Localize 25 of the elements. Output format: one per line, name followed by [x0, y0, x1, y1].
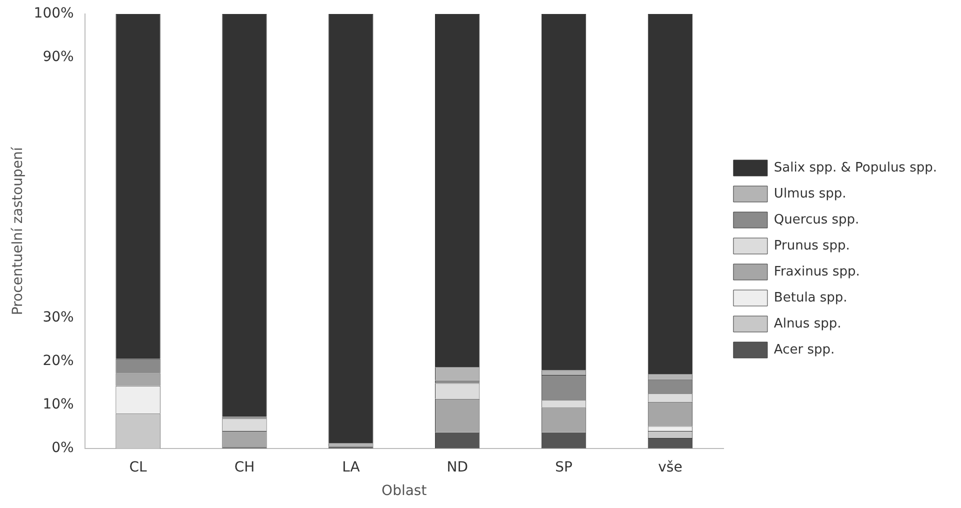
- legend-label: Alnus spp.: [774, 316, 842, 332]
- x-tick-label: SP: [555, 459, 572, 476]
- legend-label: Prunus spp.: [774, 238, 850, 254]
- bar: [116, 14, 160, 359]
- y-tick-label: 0%: [52, 440, 74, 456]
- y-axis-title: Procentuelní zastoupení: [10, 146, 26, 316]
- legend-label: Ulmus spp.: [774, 186, 846, 202]
- x-tick-label: CL: [129, 459, 148, 476]
- y-tick-label: 90%: [42, 49, 74, 66]
- y-tick-label: 10%: [42, 396, 74, 413]
- legend-label: Salix spp. & Populus spp.: [774, 160, 938, 176]
- legend-label: Betula spp.: [774, 290, 848, 306]
- legend-label: Quercus spp.: [774, 212, 860, 228]
- y-tick-label: 30%: [42, 310, 74, 326]
- legend-label: Fraxinus spp.: [774, 264, 860, 280]
- bar: [328, 14, 374, 444]
- x-axis-title: Oblast: [382, 483, 428, 500]
- x-tick-label: ND: [446, 459, 468, 476]
- x-tick-label: CH: [234, 459, 255, 476]
- bar: [222, 14, 267, 417]
- legend-label: Acer spp.: [774, 342, 835, 358]
- x-tick-label: vše: [658, 459, 682, 476]
- x-tick-label: LA: [342, 459, 360, 476]
- y-tick-label: 20%: [42, 353, 74, 370]
- y-tick-label: 100%: [34, 6, 74, 22]
